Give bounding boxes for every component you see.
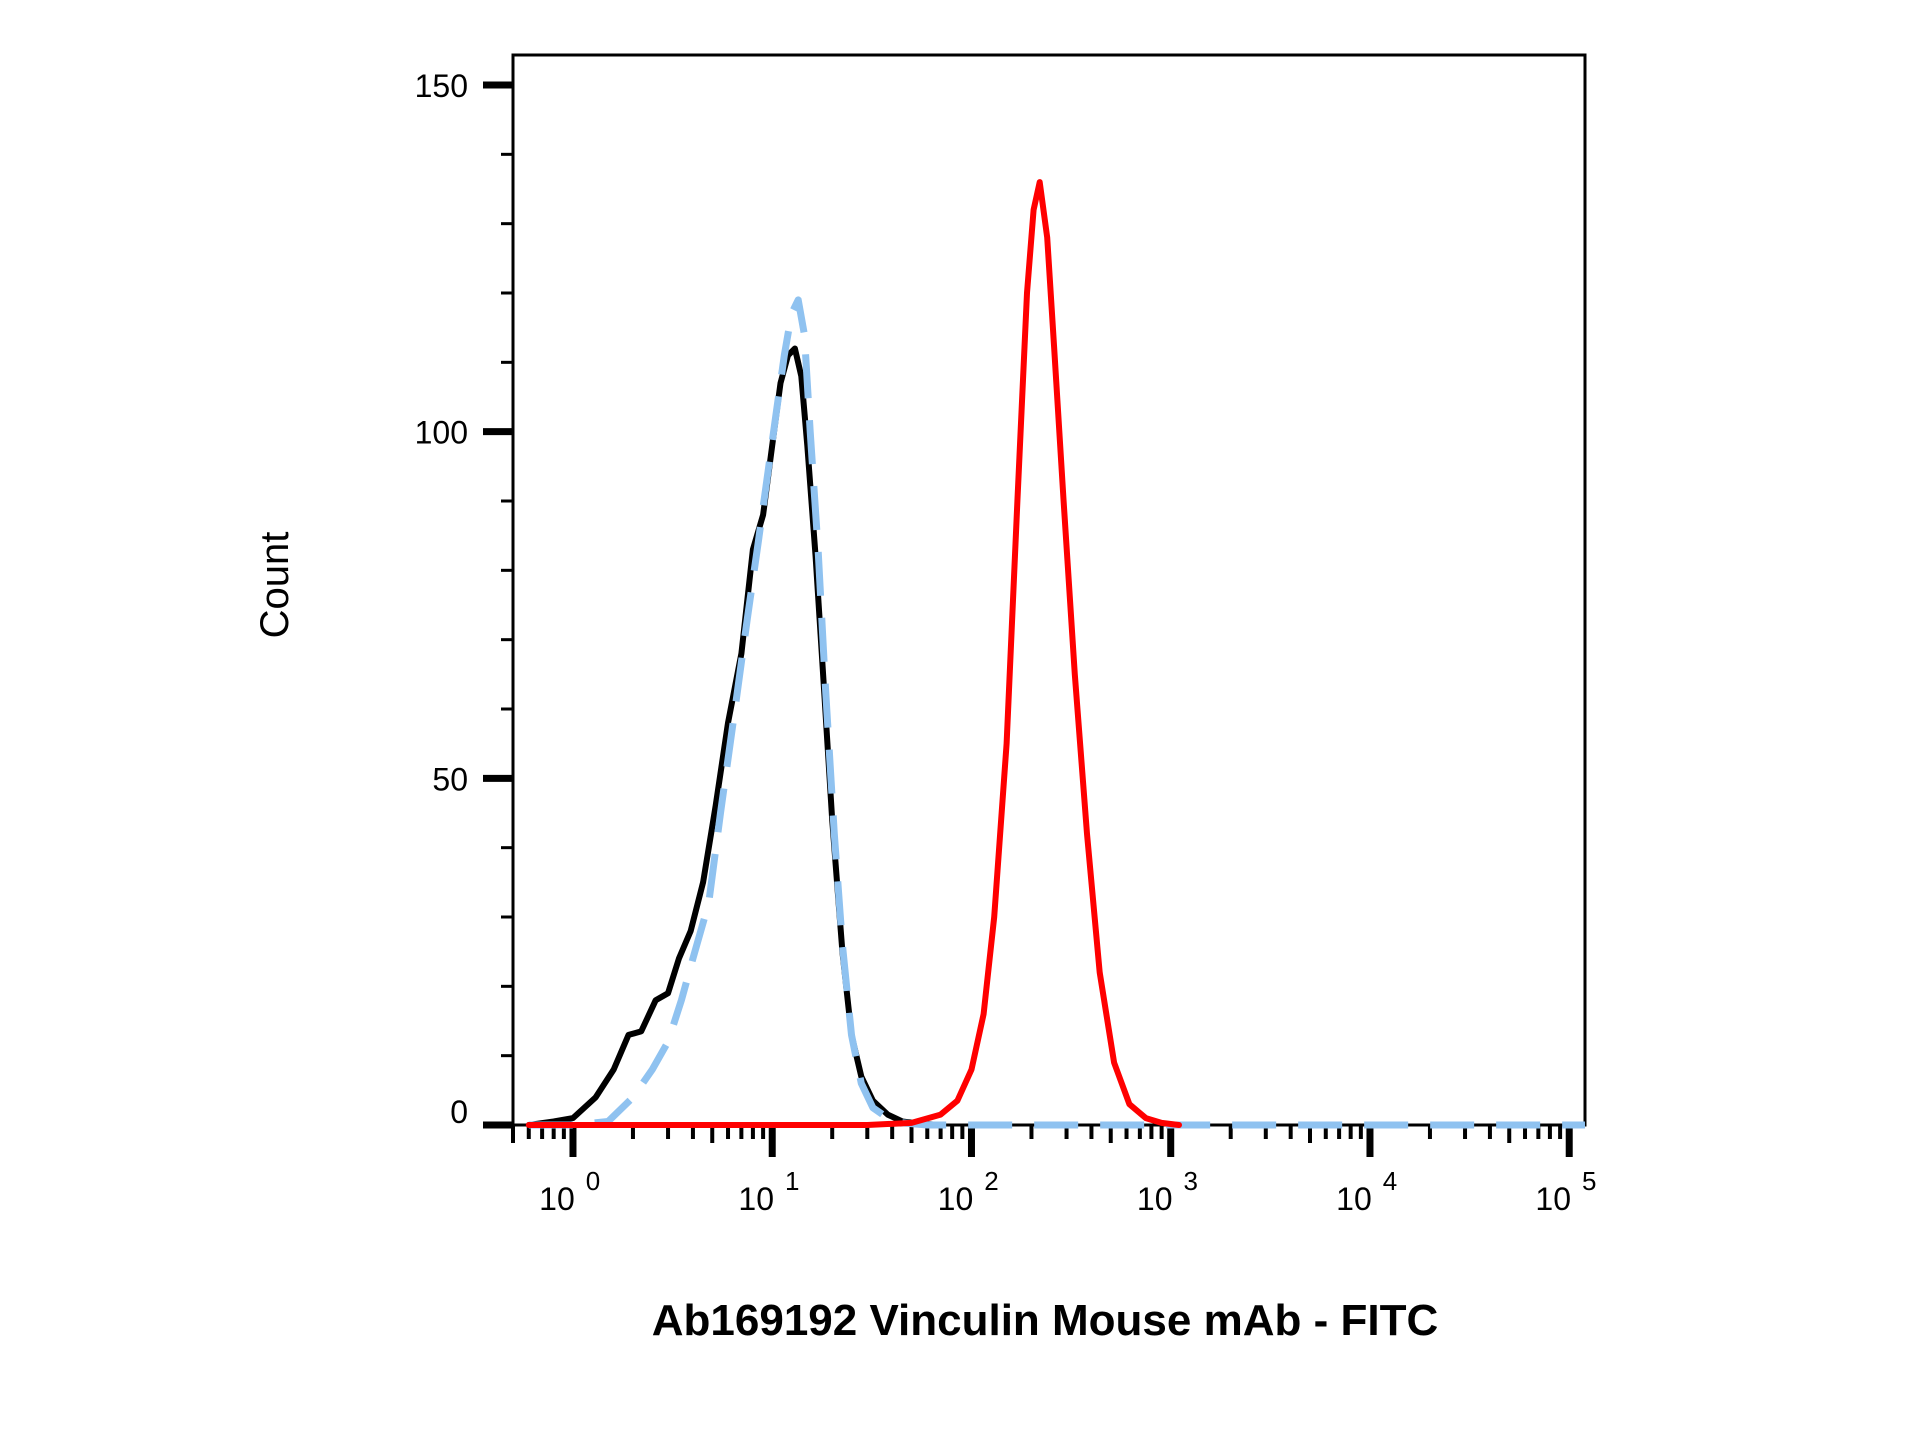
- series-line-1: [525, 345, 944, 1128]
- svg-text:10: 10: [539, 1181, 575, 1217]
- y-tick-label: 150: [415, 68, 468, 104]
- y-tick-label: 50: [432, 761, 468, 797]
- x-tick-label: 10 2: [938, 1166, 999, 1217]
- svg-text:2: 2: [984, 1166, 998, 1196]
- svg-text:0: 0: [586, 1166, 600, 1196]
- x-tick-label: 10 5: [1535, 1166, 1596, 1217]
- svg-text:1: 1: [785, 1166, 799, 1196]
- y-tick-label: 100: [415, 415, 468, 451]
- x-tick-label: 10 1: [738, 1166, 799, 1217]
- x-tick-label: 10 3: [1137, 1166, 1198, 1217]
- series-line-3: [525, 179, 1182, 1128]
- svg-text:5: 5: [1582, 1166, 1596, 1196]
- x-tick-label: 10 0: [539, 1166, 600, 1217]
- x-axis-label: Ab169192 Vinculin Mouse mAb - FITC: [652, 1296, 1438, 1345]
- svg-text:4: 4: [1383, 1166, 1397, 1196]
- y-axis-label: Count: [253, 532, 297, 639]
- plot-area-frame: [511, 53, 1587, 1127]
- svg-text:10: 10: [1336, 1181, 1372, 1217]
- svg-text:3: 3: [1183, 1166, 1197, 1196]
- svg-text:10: 10: [1535, 1181, 1571, 1217]
- x-tick-label: 10 4: [1336, 1166, 1397, 1217]
- svg-text:10: 10: [1137, 1181, 1173, 1217]
- y-tick-label: 0: [450, 1094, 468, 1130]
- svg-text:10: 10: [738, 1181, 774, 1217]
- svg-text:10: 10: [938, 1181, 974, 1217]
